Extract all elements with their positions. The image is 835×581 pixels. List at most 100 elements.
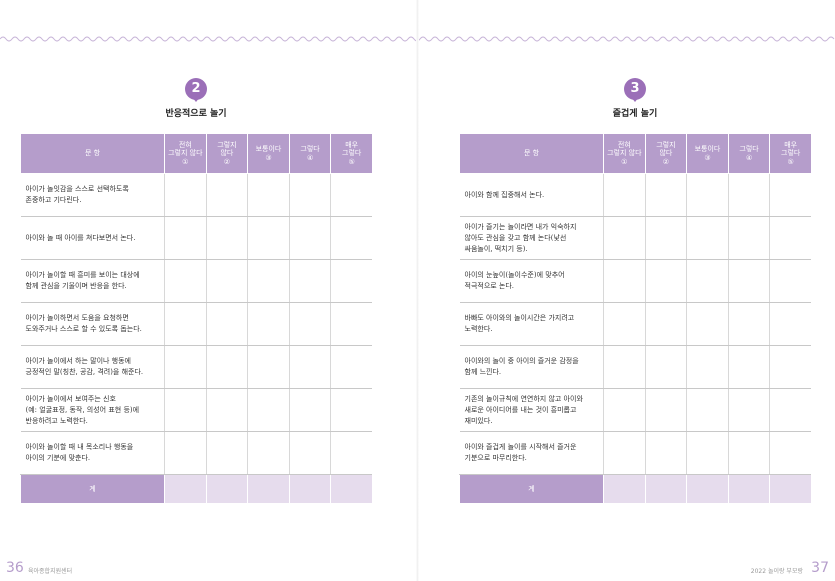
total-cell [205,474,248,503]
answer-cell [644,259,687,303]
answer-cell [769,388,812,432]
header-text: 문 항 [523,149,540,158]
answer-cell [686,388,729,432]
item-text: 도와주거나 스스로 할 수 있도록 돕는다. [25,325,142,333]
item-cell: 아이가 놀이에서 하는 말이나 행동에 긍정적인 말(칭찬, 공감, 격려)을 해… [20,345,165,389]
header-text: ④ [306,153,314,162]
footer-label: 2022 놀이랑 부모랑 [750,568,803,575]
answer-cell [205,431,248,475]
answer-cell [644,388,687,432]
item-text: 새로운 아이디어를 내는 것이 흥미롭고 [464,405,577,414]
answer-cell [288,302,331,346]
answer-cell [727,173,770,217]
answer-cell [727,302,770,346]
answer-cell [330,431,373,475]
total-label: 계 [459,474,604,503]
total-cell [603,474,646,503]
spine [416,0,419,581]
answer-cell [247,388,290,432]
header-text: 보통이다 [255,145,282,153]
answer-cell [686,302,729,346]
item-row: 아이와 놀이할 때 내 목소리나 행동을 아이의 기분에 맞춘다. [20,431,373,475]
answer-cell [247,302,290,346]
answer-cell [164,388,207,432]
answer-cell [686,259,729,303]
item-row: 아이가 놀이에서 하는 말이나 행동에 긍정적인 말(칭찬, 공감, 격려)을 해… [20,345,373,389]
answer-cell [769,259,812,303]
survey-table: 문 항 전혀 그렇지 않다 ① 그렇지 않다 ② 보통이다 ③ 그렇다 ④ 매우 그렇다 ⑤ 아이가 놀잇감… [20,133,373,503]
header-text: 그렇다 [342,149,362,158]
item-text: 함께 느낀다. [464,368,502,376]
item-text: 재미있다. [464,416,493,425]
item-text: 함께 관심을 기울이며 반응을 한다. [25,282,127,290]
item-cell: 아이가 놀잇감을 스스로 선택하도록 존중하고 기다린다. [20,173,165,217]
item-cell: 아이와 놀이할 때 내 목소리나 행동을 아이의 기분에 맞춘다. [20,431,165,475]
answer-cell [727,388,770,432]
item-text: 노력한다. [464,325,493,333]
answer-cell [330,345,373,389]
section-number: 3 [624,78,646,102]
item-text: 아이와 놀 때 아이를 쳐다보면서 논다. [25,233,136,242]
item-row: 아이와 즐겁게 놀이를 시작해서 즐거운 기분으로 마무리한다. [459,431,812,475]
item-row: 아이가 즐기는 놀이라면 내가 익숙하지 않아도 관심을 갖고 함께 논다(낯선 싸… [459,216,812,260]
item-cell: 아이와 함께 집중해서 논다. [459,173,604,217]
answer-cell [769,216,812,260]
answer-cell [164,216,207,260]
answer-cell [769,345,812,389]
total-cell [164,474,207,503]
answer-cell [288,259,331,303]
header-cell: 보통이다 ③ [686,133,729,174]
item-row: 아이가 놀이할 때 흥미를 보이는 대상에 함께 관심을 기울이며 반응을 한다. [20,259,373,303]
header-text: ② [223,157,231,166]
header-cell: 보통이다 ③ [247,133,290,174]
header-text: ⑤ [348,157,355,166]
header-text: ② [662,157,670,166]
answer-cell [603,388,646,432]
answer-cell [330,388,373,432]
item-text: 아이의 기분에 맞춘다. [25,454,91,462]
header-text: 않다 [220,149,234,158]
total-cell [727,474,770,503]
answer-cell [769,431,812,475]
section-title: 반응적으로 놀기 [165,109,227,119]
header-text: ④ [745,153,753,162]
answer-cell [603,431,646,475]
item-text: 아이가 놀이에서 보여주는 신호 [25,394,116,403]
header-cell: 문 항 [459,133,604,174]
answer-cell [247,259,290,303]
total-label: 계 [20,474,165,503]
item-cell: 아이의 눈높이(놀이수준)에 맞추어 적극적으로 논다. [459,259,604,303]
item-cell: 아이와의 놀이 중 아이의 즐거운 감정을 함께 느낀다. [459,345,604,389]
header-text: 매우 [345,140,359,149]
item-text: 아이가 놀이하면서 도움을 요청하면 [25,314,129,322]
answer-cell [603,345,646,389]
answer-cell [769,302,812,346]
answer-cell [164,431,207,475]
item-text: 아이와 즐겁게 놀이를 시작해서 즐거운 [464,443,577,451]
item-cell: 아이와 즐겁게 놀이를 시작해서 즐거운 기분으로 마무리한다. [459,431,604,475]
item-text: 반응하려고 노력한다. [25,416,88,425]
item-text: 아이가 즐기는 놀이라면 내가 익숙하지 [464,222,577,231]
header-text: 그렇다 [781,149,801,158]
header-text: 않다 [659,149,673,158]
answer-cell [603,259,646,303]
answer-cell [330,173,373,217]
survey-table: 문 항 전혀 그렇지 않다 ① 그렇지 않다 ② 보통이다 ③ 그렇다 ④ 매우 그렇다 ⑤ 아이와 함께 … [459,133,812,503]
answer-cell [603,216,646,260]
header-cell: 매우 그렇다 ⑤ [769,133,812,174]
answer-cell [330,259,373,303]
header-cell: 그렇지 않다 ② [644,133,688,174]
item-text: 아이의 눈높이(놀이수준)에 맞추어 [464,271,565,279]
item-text: 바빠도 아이와의 놀이시간은 가지려고 [464,314,575,322]
header-text: 보통이다 [694,145,721,153]
total-row: 계 [20,474,373,503]
header-cell: 그렇지 않다 ② [205,133,249,174]
header-cell: 그렇다 ④ [727,133,771,174]
answer-cell [288,216,331,260]
item-cell: 기존의 놀이규칙에 연연하지 않고 아이와 새로운 아이디어를 내는 것이 흥미롭… [459,388,604,432]
item-text: 아이가 놀이에서 하는 말이나 행동에 [25,357,132,365]
header-text: 그렇지 [656,140,676,149]
